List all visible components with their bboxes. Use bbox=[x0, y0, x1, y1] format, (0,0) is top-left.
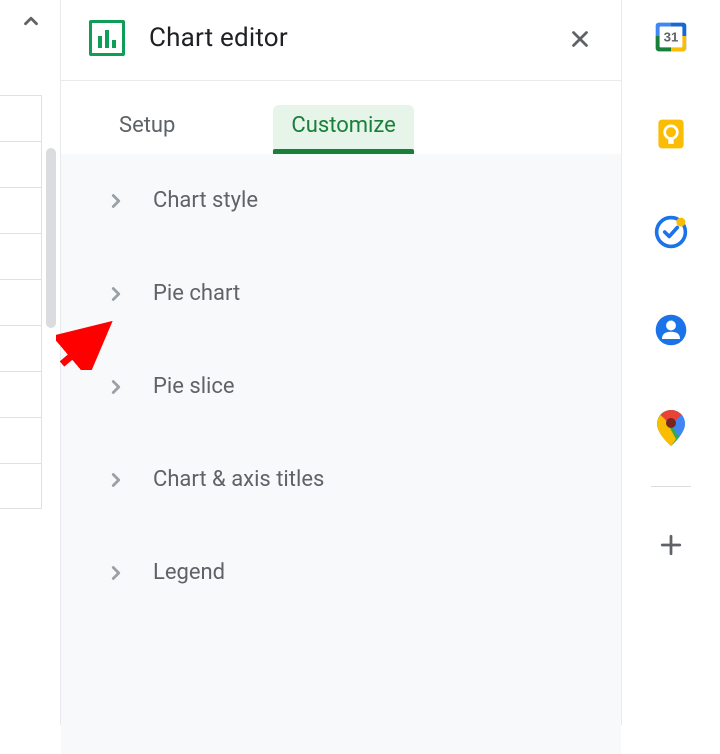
section-label: Pie slice bbox=[153, 374, 235, 399]
vertical-scrollbar[interactable] bbox=[46, 148, 56, 328]
section-label: Legend bbox=[153, 560, 225, 585]
chart-icon bbox=[89, 20, 125, 56]
section-legend[interactable]: Legend bbox=[61, 526, 621, 619]
chevron-right-icon bbox=[105, 283, 127, 305]
close-button[interactable] bbox=[567, 26, 593, 56]
chevron-right-icon bbox=[105, 562, 127, 584]
calendar-icon[interactable]: 31 bbox=[651, 16, 691, 56]
keep-icon[interactable] bbox=[651, 114, 691, 154]
panel-title: Chart editor bbox=[149, 23, 288, 53]
rail-divider bbox=[651, 486, 691, 487]
section-chart-style[interactable]: Chart style bbox=[61, 154, 621, 247]
section-pie-chart[interactable]: Pie chart bbox=[61, 247, 621, 340]
tabs: Setup Customize bbox=[61, 81, 621, 154]
tab-customize[interactable]: Customize bbox=[273, 105, 413, 154]
tasks-icon[interactable] bbox=[651, 212, 691, 252]
add-addon-button[interactable] bbox=[651, 525, 691, 565]
section-label: Pie chart bbox=[153, 281, 240, 306]
panel-header: Chart editor bbox=[61, 0, 621, 80]
customize-sections: Chart style Pie chart Pie slice Chart & … bbox=[61, 154, 621, 754]
section-pie-slice[interactable]: Pie slice bbox=[61, 340, 621, 433]
tab-setup[interactable]: Setup bbox=[101, 105, 193, 154]
chart-editor-panel: Chart editor Setup Customize Chart style… bbox=[60, 0, 622, 725]
chevron-right-icon bbox=[105, 469, 127, 491]
section-chart-axis-titles[interactable]: Chart & axis titles bbox=[61, 433, 621, 526]
sheet-edge bbox=[0, 0, 60, 725]
svg-text:31: 31 bbox=[664, 30, 679, 45]
chevron-right-icon bbox=[105, 376, 127, 398]
chevron-right-icon bbox=[105, 190, 127, 212]
maps-icon[interactable] bbox=[651, 408, 691, 448]
section-label: Chart style bbox=[153, 188, 258, 213]
section-label: Chart & axis titles bbox=[153, 467, 324, 492]
sheet-row-edges bbox=[0, 95, 42, 509]
side-panel-rail: 31 bbox=[622, 0, 720, 725]
contacts-icon[interactable] bbox=[651, 310, 691, 350]
collapse-chevron-icon[interactable] bbox=[20, 10, 42, 36]
